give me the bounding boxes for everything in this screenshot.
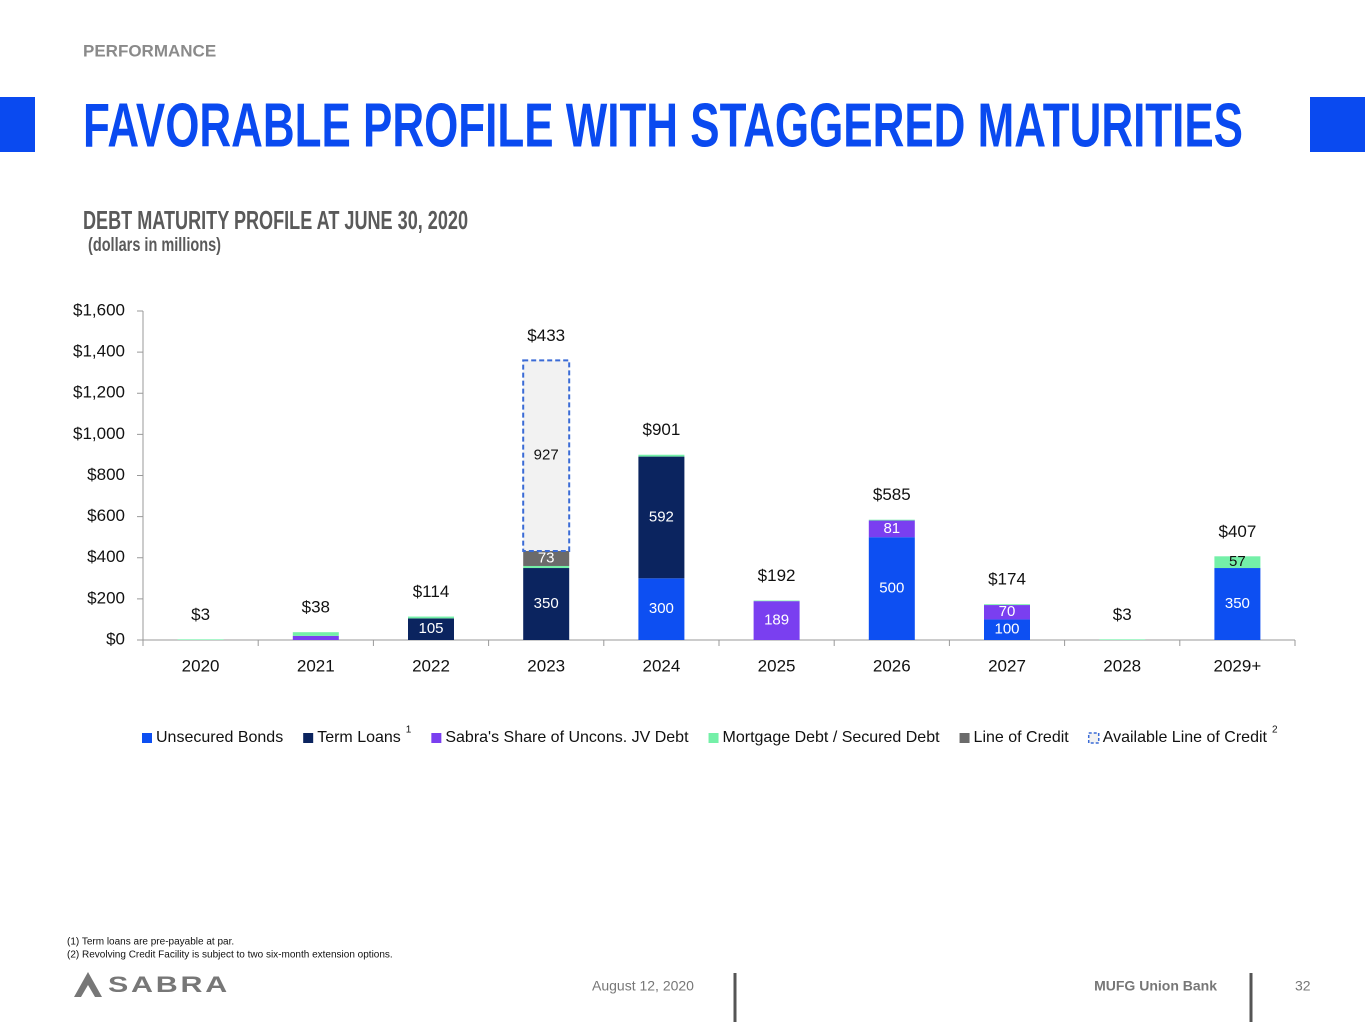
y-tick-label: $1,200 bbox=[73, 383, 125, 402]
total-label: $3 bbox=[1113, 605, 1132, 624]
data-label: 100 bbox=[994, 621, 1019, 638]
data-label: 500 bbox=[879, 580, 904, 597]
legend-swatch bbox=[142, 733, 152, 743]
data-label: 57 bbox=[1229, 553, 1246, 570]
chart-subtitle: (dollars in millions) bbox=[88, 235, 221, 256]
y-tick-label: $800 bbox=[87, 465, 125, 484]
total-label: $174 bbox=[988, 570, 1026, 589]
bar-segment bbox=[292, 632, 339, 636]
data-label: 350 bbox=[1225, 595, 1250, 612]
bar-segment bbox=[523, 550, 570, 566]
y-tick-label: $0 bbox=[106, 629, 125, 648]
x-tick-label: 2023 bbox=[527, 656, 565, 675]
bar-segment bbox=[1214, 568, 1261, 640]
bar-segment bbox=[984, 619, 1030, 640]
x-tick-label: 2026 bbox=[873, 656, 911, 675]
footer-date: August 12, 2020 bbox=[592, 978, 694, 994]
total-label: $407 bbox=[1218, 522, 1256, 541]
legend-note: 2 bbox=[1272, 725, 1278, 736]
x-tick-label: 2021 bbox=[297, 656, 335, 675]
data-label: 70 bbox=[999, 603, 1016, 620]
y-tick-label: $1,000 bbox=[73, 424, 125, 443]
y-tick-label: $1,600 bbox=[73, 300, 125, 319]
bar-segment bbox=[753, 601, 800, 640]
legend-label: Mortgage Debt / Secured Debt bbox=[723, 729, 941, 746]
logo: SABRA bbox=[108, 972, 230, 997]
chart: $0 $200 $400 $600 $800 $1,000 $1,200 $1,400 $1,6… bbox=[73, 300, 1296, 746]
y-tick-label: $400 bbox=[87, 547, 125, 566]
total-label: $192 bbox=[758, 566, 796, 585]
page-number: 32 bbox=[1295, 978, 1311, 994]
footer-bank: MUFG Union Bank bbox=[1094, 978, 1217, 994]
footnote: (2) Revolving Credit Facility is subject… bbox=[67, 950, 393, 961]
total-label: $114 bbox=[413, 582, 450, 601]
bar-segment bbox=[522, 359, 571, 552]
bar-segment bbox=[753, 600, 800, 602]
data-label: 927 bbox=[534, 446, 559, 463]
x-tick-label: 2029+ bbox=[1214, 656, 1262, 675]
total-label: $38 bbox=[302, 598, 330, 617]
x-tick-label: 2025 bbox=[758, 656, 796, 675]
data-label: 350 bbox=[534, 595, 559, 612]
legend-swatch bbox=[959, 733, 970, 743]
x-tick-label: 2027 bbox=[988, 656, 1026, 675]
legend-label: Term Loans bbox=[317, 729, 401, 746]
x-tick-label: 2020 bbox=[182, 656, 220, 675]
bar-segment bbox=[408, 618, 454, 640]
bar-segment bbox=[1099, 639, 1146, 640]
footnote: (1) Term loans are pre-payable at par. bbox=[67, 937, 234, 948]
y-tick-label: $200 bbox=[87, 588, 125, 607]
accent-right bbox=[1310, 97, 1365, 152]
bar-segment bbox=[1214, 556, 1261, 569]
bar-segment bbox=[177, 639, 224, 640]
total-label: $901 bbox=[642, 420, 680, 439]
bar-segment bbox=[523, 565, 570, 569]
legend-swatch bbox=[1087, 732, 1100, 744]
bar-segment bbox=[868, 519, 915, 521]
legend-label: Unsecured Bonds bbox=[156, 729, 283, 746]
legend-label: Line of Credit bbox=[974, 729, 1070, 746]
slide-title: FAVORABLE PROFILE WITH STAGGERED MATURIT… bbox=[83, 91, 1243, 160]
total-label: $585 bbox=[873, 485, 911, 504]
bar-segment bbox=[868, 520, 915, 538]
data-label: 105 bbox=[418, 620, 443, 637]
data-label: 73 bbox=[538, 549, 555, 566]
bar-segment bbox=[984, 605, 1030, 620]
accent-left bbox=[0, 97, 35, 152]
bar-segment bbox=[523, 568, 570, 640]
section-label: PERFORMANCE bbox=[83, 41, 216, 60]
bar-segment bbox=[984, 604, 1030, 606]
bar-segment bbox=[638, 578, 685, 640]
bar-segment bbox=[638, 456, 685, 579]
bar-segment bbox=[408, 616, 454, 619]
total-label: $3 bbox=[191, 605, 210, 624]
legend-swatch bbox=[303, 733, 314, 743]
data-label: 592 bbox=[649, 508, 674, 525]
chart-title: DEBT MATURITY PROFILE AT JUNE 30, 2020 bbox=[83, 205, 468, 235]
bar-segment bbox=[292, 635, 339, 640]
data-label: 300 bbox=[649, 600, 674, 617]
bar-segment bbox=[638, 454, 685, 457]
x-tick-label: 2022 bbox=[412, 656, 450, 675]
x-tick-label: 2024 bbox=[642, 656, 680, 675]
data-label: 189 bbox=[764, 612, 789, 629]
legend-label: Sabra's Share of Uncons. JV Debt bbox=[445, 729, 689, 746]
legend-swatch bbox=[431, 733, 442, 743]
x-tick-label: 2028 bbox=[1103, 656, 1141, 675]
logo-mark bbox=[74, 972, 102, 997]
legend-label: Available Line of Credit bbox=[1103, 729, 1268, 746]
y-tick-label: $600 bbox=[87, 506, 125, 525]
bar-segment bbox=[868, 537, 915, 640]
data-label: 81 bbox=[883, 520, 900, 537]
legend-swatch bbox=[708, 733, 719, 743]
total-label: $433 bbox=[527, 326, 565, 345]
y-tick-label: $1,400 bbox=[73, 342, 125, 361]
legend-note: 1 bbox=[406, 725, 412, 736]
